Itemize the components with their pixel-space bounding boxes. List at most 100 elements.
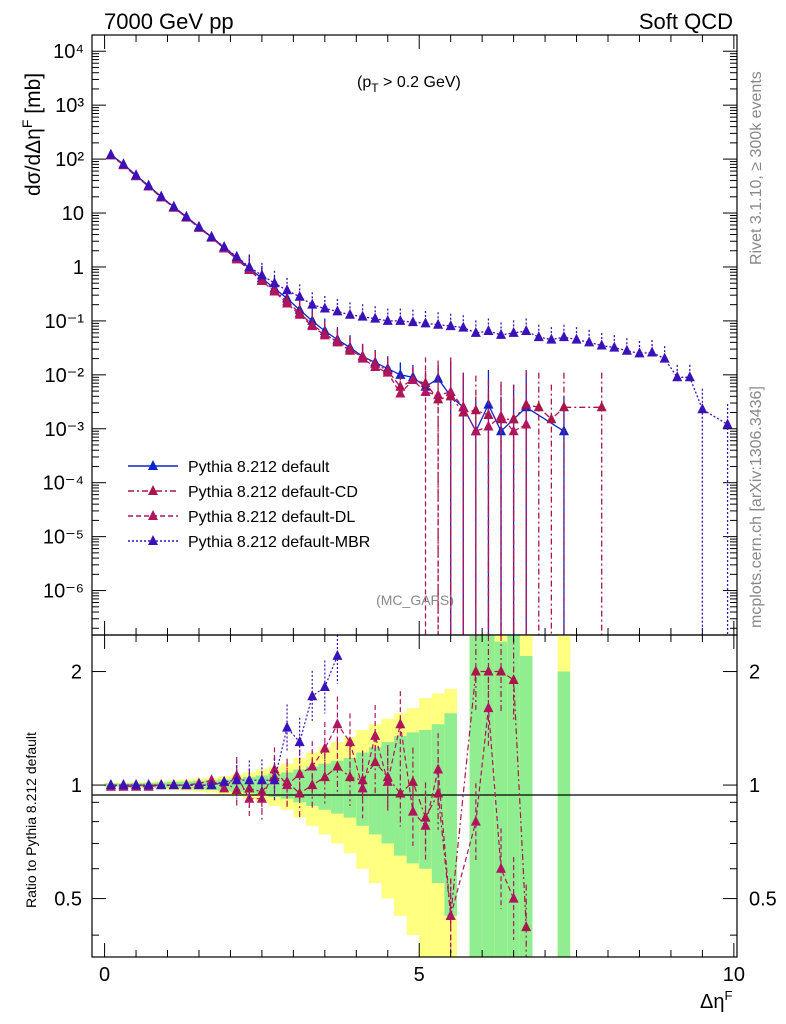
data-point <box>470 326 481 337</box>
ratio-axis-ticks: 0.5 0.5 1 1 2 2 0 5 10 <box>54 635 777 986</box>
data-point <box>433 318 444 329</box>
data-point <box>596 401 607 412</box>
data-point <box>496 410 507 421</box>
ratio-data-point <box>105 779 116 790</box>
ratio-data-point <box>206 779 217 790</box>
data-point <box>508 425 519 436</box>
beam-title: 7000 GeV pp <box>104 9 234 34</box>
main-ytick-label: 10 <box>62 203 84 225</box>
ratio-data-point <box>219 775 230 786</box>
data-point <box>634 347 645 358</box>
ratio-data-point <box>345 736 355 747</box>
ratio-data-point <box>156 779 167 790</box>
data-point <box>659 352 670 363</box>
legend-marker <box>148 510 158 520</box>
data-point <box>370 360 381 371</box>
band-inner <box>343 757 357 818</box>
data-point <box>508 326 519 337</box>
band-inner <box>482 635 495 957</box>
series-1 <box>105 149 607 635</box>
band-inner <box>519 655 533 957</box>
ratio-data-point <box>508 673 519 684</box>
series-0 <box>105 148 569 635</box>
ratio-ytick-label-right: 0.5 <box>749 889 777 911</box>
main-ylabel: dσ/dΔηF [mb] <box>19 73 45 196</box>
data-point <box>546 413 557 424</box>
main-ytick-label: 10⁻⁶ <box>43 581 84 603</box>
band-inner <box>507 635 520 957</box>
data-point <box>496 328 507 339</box>
data-point <box>143 179 154 190</box>
data-point <box>168 200 179 211</box>
data-point <box>256 274 267 285</box>
cut-label: (pT > 0.2 GeV) <box>357 74 461 95</box>
data-point <box>131 169 142 180</box>
data-point <box>483 408 494 419</box>
band-inner <box>444 713 457 916</box>
data-point <box>433 389 444 400</box>
ratio-data-point <box>168 779 179 790</box>
ratio-frame <box>91 634 738 958</box>
ratio-series-line <box>110 655 338 786</box>
ratio-ytick-label: 1 <box>71 775 82 797</box>
main-ytick-label: 10⁻³ <box>45 419 85 441</box>
ratio-data-point <box>282 779 293 790</box>
data-point <box>647 346 658 357</box>
series-line <box>110 154 602 421</box>
ratio-data-point <box>118 779 129 790</box>
data-point <box>609 341 620 352</box>
main-ytick-label: 10⁴ <box>53 41 84 63</box>
band-inner <box>494 641 508 957</box>
ratio-data-point <box>294 736 305 747</box>
data-point <box>332 305 343 316</box>
data-point <box>382 366 393 377</box>
ratio-data-point <box>319 742 330 753</box>
data-point <box>684 371 695 382</box>
ratio-panel: 0.5 0.5 1 1 2 2 0 5 10 Ratio to Pythia 8.212 def… <box>23 634 777 1013</box>
data-point <box>458 321 469 332</box>
main-ytick-label: 10² <box>55 149 84 171</box>
legend-label: Pythia 8.212 default-DL <box>188 509 355 526</box>
main-ytick-label: 10³ <box>55 95 84 117</box>
ratio-ytick-label: 2 <box>71 662 82 684</box>
legend-marker <box>148 460 158 470</box>
data-point <box>533 401 544 412</box>
legend: Pythia 8.212 default Pythia 8.212 default… <box>128 459 370 551</box>
band-inner <box>331 760 344 814</box>
data-point <box>307 298 318 309</box>
ratio-xtick-label: 0 <box>99 964 110 986</box>
data-point <box>395 314 406 325</box>
data-point <box>407 374 418 385</box>
data-point <box>533 331 544 342</box>
data-point <box>621 344 632 355</box>
data-point <box>521 324 532 335</box>
ratio-data-point <box>345 771 355 782</box>
data-point <box>382 314 393 325</box>
series-line <box>110 154 527 433</box>
ratio-data-point <box>294 767 305 778</box>
data-point <box>407 316 418 327</box>
legend-label: Pythia 8.212 default-CD <box>188 484 358 501</box>
ratio-data-point <box>433 763 444 774</box>
data-point <box>345 308 355 319</box>
ratio-data-point <box>395 787 406 798</box>
ratio-data-point <box>319 771 330 782</box>
main-ytick-label: 10⁻⁵ <box>43 527 84 549</box>
main-panel: 10⁻⁶ 10⁻⁵ 10⁻⁴ 10⁻³ 10⁻² 10⁻¹ 1 10 10² 10³ 10⁴ (pT… <box>19 34 738 636</box>
data-point <box>345 343 355 354</box>
data-point <box>118 158 129 169</box>
main-ytick-label: 10⁻² <box>45 365 85 387</box>
ratio-data-point <box>470 665 481 676</box>
series-line <box>110 154 565 433</box>
main-axis-ticks: 10⁻⁶ 10⁻⁵ 10⁻⁴ 10⁻³ 10⁻² 10⁻¹ 1 10 10² 10³ 10⁴ <box>43 34 737 635</box>
ratio-series-2 <box>105 635 343 803</box>
data-point <box>282 284 293 295</box>
ratio-ytick-label-right: 2 <box>749 662 760 684</box>
ratio-data-point <box>181 779 192 790</box>
legend-label: Pythia 8.212 default-MBR <box>188 534 370 551</box>
analysis-label: (MC_GAPS) <box>376 592 454 608</box>
ratio-series-layer <box>105 635 532 957</box>
ratio-data-point <box>332 649 343 660</box>
series-line <box>110 154 728 426</box>
